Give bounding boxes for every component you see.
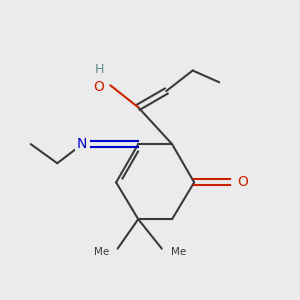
Text: Me: Me [94,247,109,256]
Text: H: H [95,62,104,76]
Text: N: N [77,137,88,151]
Text: Me: Me [171,247,186,256]
Text: O: O [237,176,248,189]
Text: O: O [94,80,104,94]
